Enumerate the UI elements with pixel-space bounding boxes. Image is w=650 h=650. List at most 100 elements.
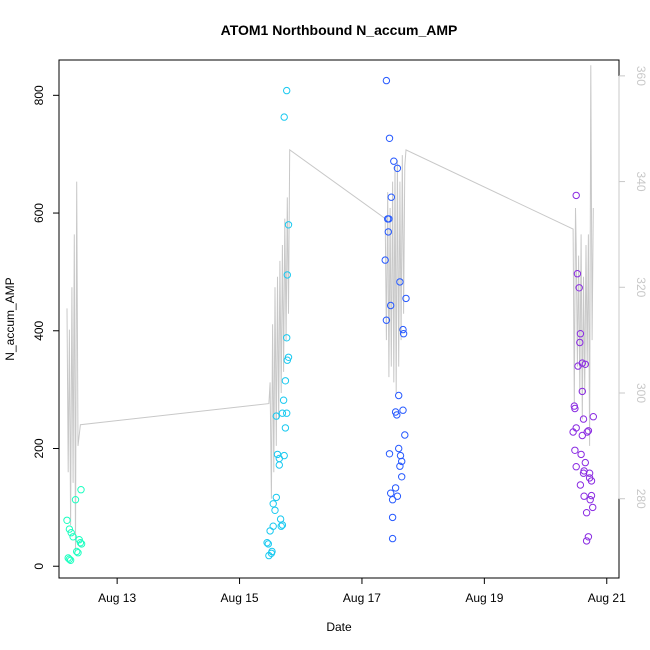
data-point: [69, 533, 77, 541]
data-point: [399, 406, 407, 414]
data-point: [576, 481, 585, 489]
data-point: [385, 134, 394, 143]
data-point: [390, 157, 398, 165]
data-point: [284, 221, 293, 229]
data-point: [279, 396, 288, 404]
data-point: [584, 533, 593, 541]
data-point: [65, 525, 74, 533]
data-point: [272, 412, 280, 420]
data-point: [575, 284, 583, 292]
data-point: [283, 409, 291, 417]
data-point: [396, 462, 404, 470]
data-point: [382, 316, 391, 324]
data-point: [387, 193, 395, 201]
data-point: [266, 527, 274, 535]
data-point: [278, 409, 287, 417]
data-point: [281, 424, 290, 432]
data-point: [388, 513, 397, 522]
y2-tick-label: 300: [634, 383, 648, 403]
data-point: [579, 415, 588, 423]
data-point: [283, 86, 291, 95]
y2-tick-label: 360: [634, 66, 648, 86]
series-line: [66, 65, 594, 552]
y2-tick-label: 340: [634, 172, 648, 192]
data-point: [283, 334, 291, 342]
y-tick-label: 200: [32, 438, 46, 458]
data-point: [387, 301, 395, 310]
data-point: [582, 509, 591, 517]
data-point: [399, 325, 407, 334]
data-point: [65, 555, 74, 563]
data-point: [589, 413, 597, 421]
x-axis-label: Date: [326, 620, 352, 634]
data-point: [281, 377, 290, 385]
y-axis-left: 0 200 400 600 800: [32, 85, 60, 570]
data-point: [67, 529, 75, 537]
y2-tick-label: 320: [634, 277, 648, 297]
data-point: [388, 496, 397, 504]
chart-title: ATOM1 Northbound N_accum_AMP: [221, 22, 458, 38]
data-point: [587, 477, 596, 485]
x-tick-label: Aug 21: [588, 591, 626, 605]
data-point: [280, 113, 288, 121]
x-tick-label: Aug 13: [98, 591, 136, 605]
data-point: [384, 228, 392, 236]
data-point: [283, 271, 291, 279]
data-point: [576, 338, 584, 347]
y-tick-label: 400: [32, 320, 46, 340]
data-point: [577, 450, 585, 459]
x-tick-label: Aug 17: [343, 591, 381, 605]
data-point: [272, 493, 280, 502]
data-point: [278, 521, 287, 529]
data-point: [77, 486, 85, 494]
data-point: [582, 537, 591, 545]
data-point: [263, 539, 271, 547]
data-point: [73, 547, 81, 556]
data-point: [572, 463, 580, 471]
y2-tick-label: 280: [634, 489, 648, 509]
data-point: [387, 489, 395, 497]
data-point: [393, 411, 401, 419]
data-point: [393, 492, 402, 500]
data-point: [573, 270, 582, 278]
data-point: [576, 330, 585, 338]
data-point: [587, 491, 596, 500]
y-axis-label: N_accum_AMP: [3, 277, 17, 360]
data-point: [571, 446, 579, 454]
x-axis: Aug 13 Aug 15 Aug 17 Aug 19 Aug 21: [98, 577, 626, 605]
data-point: [581, 458, 589, 467]
data-point: [572, 191, 580, 200]
data-point: [382, 76, 391, 85]
y-tick-label: 600: [32, 203, 46, 223]
data-point: [585, 469, 594, 477]
data-point: [275, 461, 283, 469]
data-point: [396, 451, 405, 460]
data-point: [280, 451, 288, 460]
x-tick-label: Aug 19: [465, 591, 503, 605]
data-point: [571, 404, 579, 413]
data-point: [273, 450, 282, 459]
data-point: [401, 431, 409, 439]
data-point: [584, 427, 593, 435]
data-point: [385, 450, 394, 458]
data-point: [583, 428, 591, 436]
data-point: [393, 164, 402, 173]
data-point: [586, 496, 594, 504]
data-point: [395, 391, 403, 400]
data-point: [398, 457, 406, 466]
data-point: [578, 387, 586, 396]
y-axis-right: 280 300 320 340 360: [618, 66, 648, 509]
data-point: [385, 215, 393, 223]
data-point: [63, 516, 71, 524]
data-point: [264, 540, 272, 548]
data-point: [395, 444, 403, 453]
data-point: [77, 540, 86, 548]
data-point: [269, 522, 277, 530]
data-point: [66, 556, 75, 564]
data-point: [71, 496, 80, 504]
data-point: [381, 256, 389, 264]
data-point: [398, 473, 406, 481]
data-point: [399, 330, 408, 338]
y-tick-label: 800: [32, 85, 46, 105]
